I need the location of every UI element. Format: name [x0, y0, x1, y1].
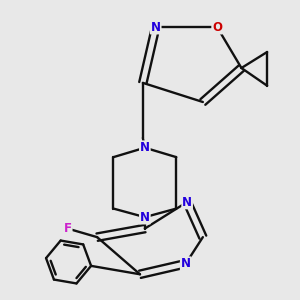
- Text: F: F: [64, 222, 72, 235]
- Text: N: N: [181, 257, 191, 270]
- Text: N: N: [182, 196, 192, 208]
- Text: N: N: [140, 141, 150, 154]
- Text: O: O: [212, 21, 222, 34]
- Text: N: N: [140, 211, 150, 224]
- Text: N: N: [151, 21, 161, 34]
